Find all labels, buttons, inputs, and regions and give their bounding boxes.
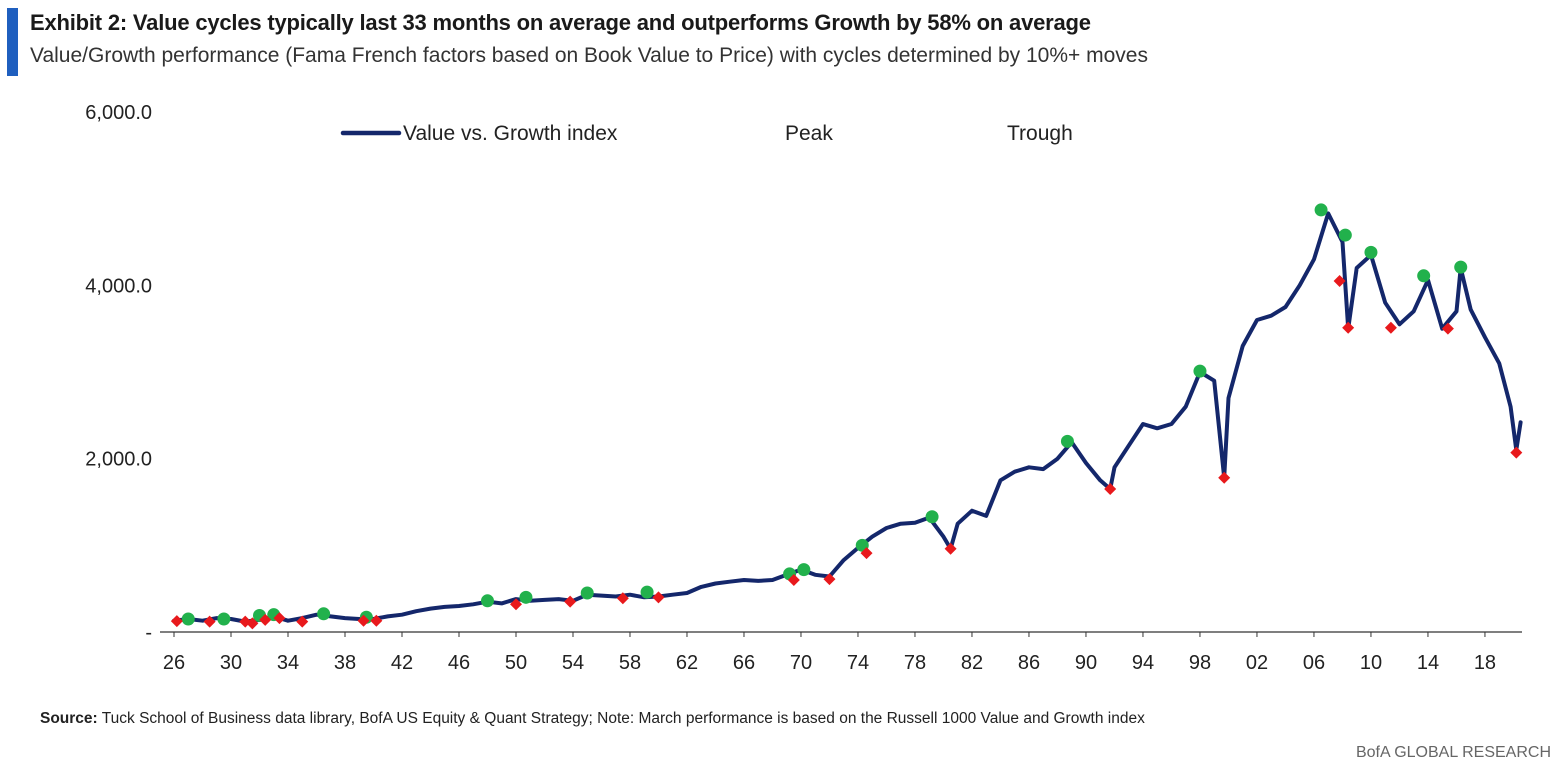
chart-legend: Value vs. Growth index Peak Trough bbox=[340, 122, 1073, 145]
trough-markers bbox=[170, 275, 1523, 630]
x-tick-label: 58 bbox=[619, 652, 641, 674]
series-lines bbox=[172, 211, 1523, 624]
y-tick-label: 2,000.0 bbox=[85, 449, 152, 471]
x-tick-label: 26 bbox=[163, 652, 185, 674]
legend-label: Value vs. Growth index bbox=[403, 122, 618, 145]
trough-marker bbox=[1441, 322, 1454, 335]
peak-markers bbox=[181, 203, 1468, 626]
x-tick-label: 90 bbox=[1075, 652, 1097, 674]
trough-marker bbox=[823, 573, 836, 586]
peak-marker bbox=[580, 586, 594, 600]
x-tick-label: 42 bbox=[391, 652, 413, 674]
x-tick-label: 10 bbox=[1360, 652, 1382, 674]
peak-marker bbox=[181, 612, 195, 626]
accent-bar bbox=[7, 8, 18, 76]
x-tick-label: 34 bbox=[277, 652, 299, 674]
source-label: Source: bbox=[40, 710, 98, 727]
trough-marker bbox=[357, 614, 370, 627]
x-tick-label: 74 bbox=[847, 652, 869, 674]
x-tick-label: 98 bbox=[1189, 652, 1211, 674]
trough-marker bbox=[370, 614, 383, 627]
x-tick-label: 30 bbox=[220, 652, 242, 674]
x-tick-label: 02 bbox=[1246, 652, 1268, 674]
trough-marker bbox=[616, 592, 629, 605]
trough-marker bbox=[246, 617, 259, 630]
peak-marker bbox=[925, 510, 939, 524]
trough-marker bbox=[1510, 446, 1523, 459]
trough-marker bbox=[652, 591, 665, 604]
x-tick-label: 78 bbox=[904, 652, 926, 674]
x-tick-label: 70 bbox=[790, 652, 812, 674]
trough-marker bbox=[1218, 471, 1231, 484]
peak-marker bbox=[1338, 228, 1352, 242]
x-tick-label: 66 bbox=[733, 652, 755, 674]
brand-label: BofA GLOBAL RESEARCH bbox=[1355, 744, 1551, 761]
x-axis-labels: 26 30 34 38 42 46 50 54 58 62 66 70 74 78 82 86 90 94 98 02… bbox=[163, 652, 1496, 674]
x-tick-label: 38 bbox=[334, 652, 356, 674]
trough-marker bbox=[564, 595, 577, 608]
peak-marker bbox=[797, 563, 811, 577]
x-tick-label: 46 bbox=[448, 652, 470, 674]
trough-marker bbox=[296, 615, 309, 628]
source-text: Tuck School of Business data library, Bo… bbox=[101, 710, 1145, 727]
trough-marker bbox=[1384, 321, 1397, 334]
peak-marker bbox=[480, 594, 494, 608]
legend-label: Trough bbox=[1007, 122, 1073, 145]
peak-marker bbox=[519, 590, 533, 604]
x-tick-label: 94 bbox=[1132, 652, 1154, 674]
peak-marker bbox=[217, 612, 231, 626]
y-axis-labels: - 2,000.0 4,000.0 6,000.0 bbox=[85, 102, 152, 644]
x-tick-label: 06 bbox=[1303, 652, 1325, 674]
trough-marker bbox=[203, 615, 216, 628]
x-tick-label: 62 bbox=[676, 652, 698, 674]
peak-marker bbox=[1314, 203, 1328, 217]
x-tick-label: 50 bbox=[505, 652, 527, 674]
peak-marker bbox=[1193, 364, 1207, 378]
trough-marker bbox=[273, 612, 286, 625]
trough-marker bbox=[1333, 275, 1346, 287]
peak-marker bbox=[1417, 269, 1431, 283]
legend-label: Peak bbox=[785, 122, 833, 145]
x-tick-label: 18 bbox=[1474, 652, 1496, 674]
trough-marker bbox=[170, 615, 183, 628]
x-axis-ticks bbox=[173, 632, 1486, 637]
trough-marker bbox=[944, 542, 957, 555]
x-tick-label: 14 bbox=[1417, 652, 1439, 674]
trough-marker bbox=[860, 547, 873, 560]
y-tick-label: - bbox=[145, 622, 152, 644]
source-footnote: Source: Tuck School of Business data lib… bbox=[40, 710, 1145, 728]
trough-marker bbox=[509, 598, 522, 611]
chart-title: Exhibit 2: Value cycles typically last 3… bbox=[30, 10, 1091, 35]
x-tick-label: 54 bbox=[562, 652, 584, 674]
y-tick-label: 4,000.0 bbox=[85, 275, 152, 297]
peak-marker bbox=[640, 585, 654, 599]
peak-marker bbox=[1364, 245, 1378, 259]
trough-marker bbox=[787, 574, 800, 586]
peak-marker bbox=[1060, 434, 1074, 448]
chart-subtitle: Value/Growth performance (Fama French fa… bbox=[30, 44, 1148, 67]
x-tick-label: 82 bbox=[961, 652, 983, 674]
x-tick-label: 86 bbox=[1018, 652, 1040, 674]
value-vs-growth-line bbox=[172, 211, 1523, 624]
trough-marker bbox=[1342, 321, 1355, 334]
y-tick-label: 6,000.0 bbox=[85, 102, 152, 124]
peak-marker bbox=[1454, 260, 1468, 274]
trough-marker bbox=[1104, 483, 1117, 495]
peak-marker bbox=[317, 607, 331, 621]
trough-marker bbox=[259, 613, 272, 626]
